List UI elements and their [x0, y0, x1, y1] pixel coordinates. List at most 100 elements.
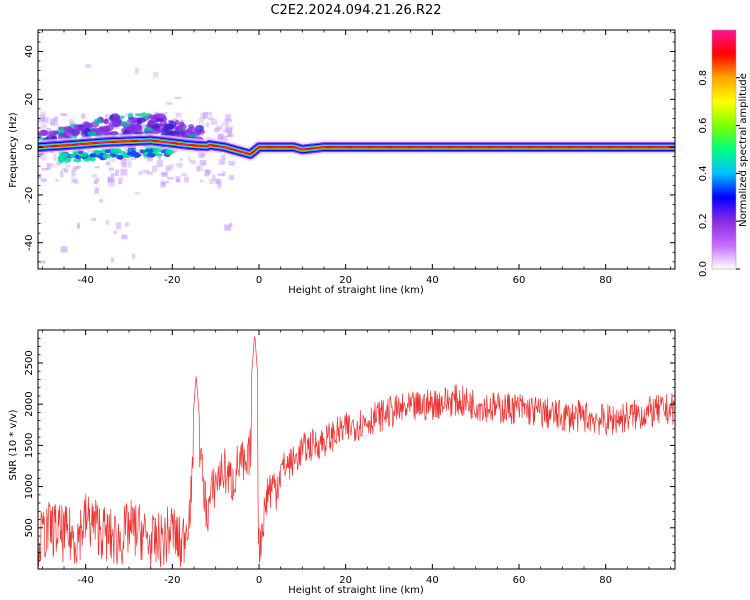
- heatmap-blob: [79, 153, 88, 158]
- heatmap-speckle: [165, 165, 172, 172]
- heatmap-speckle: [99, 199, 103, 203]
- figure-title: C2E2.2024.094.21.26.R22: [270, 3, 441, 18]
- heatmap-speckle: [77, 222, 81, 229]
- heatmap-blob: [102, 153, 111, 159]
- heatmap-speckle: [124, 113, 130, 117]
- snr-series-line: [38, 336, 675, 568]
- colorbar-gradient: [712, 30, 736, 269]
- spectrogram-ytick-label: 0: [24, 144, 35, 150]
- heatmap-speckle: [71, 167, 78, 171]
- heatmap-speckle: [56, 162, 62, 166]
- heatmap-blob: [113, 149, 121, 155]
- colorbar-tick-label: 0.8: [698, 70, 709, 86]
- snr-xtick-label: 0: [256, 575, 262, 586]
- snr-xtick-label: 20: [339, 575, 352, 586]
- heatmap-speckle: [135, 67, 139, 75]
- heatmap-blob: [146, 152, 156, 158]
- heatmap-speckle: [214, 127, 220, 133]
- colorbar: 0.0 0.2 0.4 0.6 0.8 Normalized spectral ampl…: [698, 29, 749, 277]
- heatmap-blob: [100, 129, 111, 136]
- heatmap-blob: [165, 130, 176, 135]
- spectrogram-ytick-label: -20: [24, 187, 35, 203]
- heatmap-speckle: [142, 169, 150, 174]
- heatmap-speckle: [198, 117, 205, 125]
- heatmap-speckle: [158, 153, 162, 160]
- heatmap-speckle: [40, 111, 46, 116]
- heatmap-blob: [165, 149, 174, 155]
- heatmap-speckle: [38, 116, 42, 123]
- heatmap-speckle: [110, 172, 115, 177]
- heatmap-speckle: [123, 148, 128, 156]
- heatmap-speckle: [125, 222, 130, 227]
- heatmap-blob: [70, 153, 76, 158]
- heatmap-speckle: [200, 112, 205, 118]
- heatmap-speckle: [190, 159, 196, 164]
- colorbar-tick-label: 0.0: [698, 261, 709, 277]
- heatmap-speckle: [138, 171, 143, 175]
- heatmap-speckle: [41, 168, 48, 171]
- heatmap-speckle: [91, 218, 97, 222]
- heatmap-speckle: [217, 173, 224, 176]
- heatmap-speckle: [179, 158, 183, 161]
- spectrogram-axes-frame: [37, 29, 676, 270]
- spectrogram-ytick-label: -40: [24, 235, 35, 251]
- heatmap-speckle: [161, 171, 169, 177]
- heatmap-speckle: [204, 169, 210, 177]
- heatmap-speckle: [94, 166, 100, 169]
- heatmap-speckle: [208, 179, 214, 184]
- heatmap-speckle: [216, 178, 222, 185]
- heatmap-blob: [120, 121, 131, 127]
- heatmap-speckle: [205, 122, 210, 128]
- snr-x-ticks: -40 -20 0 20 40 60 80: [41, 330, 672, 586]
- heatmap-blob: [74, 126, 85, 131]
- heatmap-speckle: [216, 134, 224, 141]
- heatmap-speckle: [93, 180, 98, 185]
- heatmap-blob: [108, 121, 120, 128]
- heatmap-speckle: [141, 124, 147, 131]
- colorbar-tick-label: 0.4: [698, 165, 709, 181]
- heatmap-blob: [136, 117, 147, 124]
- snr-xtick-label: 60: [513, 575, 526, 586]
- heatmap-speckle: [40, 114, 46, 121]
- heatmap-speckle: [202, 112, 208, 119]
- heatmap-speckle: [175, 112, 182, 118]
- heatmap-speckle: [226, 126, 234, 130]
- spectrogram-xtick-label: -40: [77, 275, 93, 286]
- spectrogram-y-ticks: -40 -20 0 20 40: [24, 31, 675, 263]
- heatmap-speckle: [220, 135, 228, 142]
- heatmap-speckle: [60, 170, 64, 178]
- heatmap-blob: [175, 126, 181, 130]
- heatmap-speckle: [147, 171, 153, 176]
- snr-ytick-label: 1500: [24, 433, 35, 458]
- heatmap-speckle: [60, 113, 67, 117]
- heatmap-blob: [47, 130, 59, 136]
- heatmap-speckle: [94, 177, 100, 183]
- heatmap-blob: [103, 118, 109, 125]
- heatmap-speckle: [212, 174, 216, 182]
- heatmap-blob: [139, 149, 145, 154]
- heatmap-speckle: [160, 181, 166, 188]
- spectrogram-heatmap: [38, 64, 675, 269]
- spectrogram-ytick-label: 40: [24, 45, 35, 58]
- colorbar-label: Normalized spectral amplitude: [738, 73, 749, 227]
- snr-xtick-label: -40: [77, 575, 93, 586]
- heatmap-speckle: [110, 158, 115, 162]
- heatmap-speckle: [160, 180, 165, 188]
- heatmap-speckle: [118, 180, 123, 185]
- heatmap-blob: [63, 157, 72, 163]
- heatmap-speckle: [73, 166, 80, 169]
- heatmap-blob: [129, 149, 137, 156]
- heatmap-speckle: [196, 165, 200, 172]
- heatmap-speckle: [165, 180, 170, 184]
- heatmap-speckle: [55, 178, 59, 182]
- spectrogram-x-ticks: -40 -20 0 20 40 60 80: [41, 30, 672, 286]
- heatmap-speckle: [161, 181, 166, 186]
- heatmap-speckle: [38, 173, 42, 179]
- heatmap-speckle: [205, 111, 213, 116]
- spectrogram-xtick-label: 20: [339, 275, 352, 286]
- colorbar-tick-label: 0.6: [698, 118, 709, 134]
- heatmap-speckle: [41, 178, 47, 183]
- heatmap-speckle: [222, 122, 229, 126]
- heatmap-speckle: [121, 161, 127, 168]
- heatmap-speckle: [208, 117, 214, 120]
